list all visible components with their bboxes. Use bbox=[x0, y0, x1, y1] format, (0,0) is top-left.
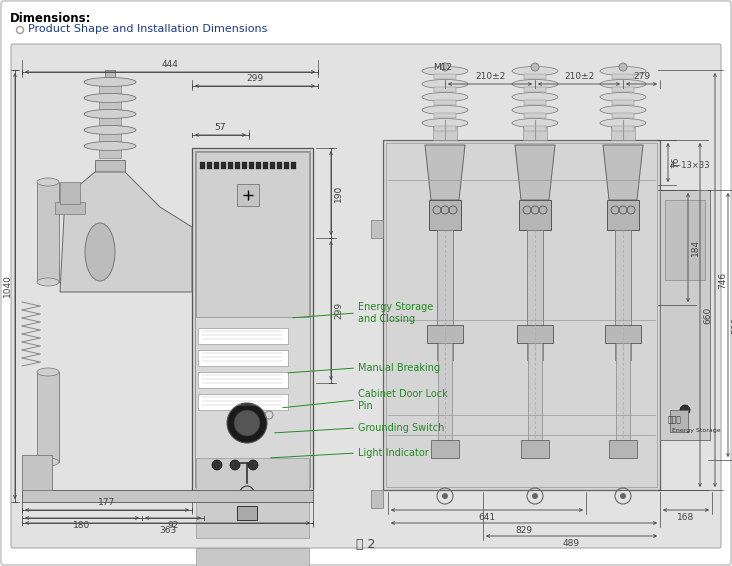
Bar bbox=[214, 162, 219, 169]
Bar bbox=[195, 151, 310, 487]
Bar bbox=[612, 100, 634, 105]
Text: Dimensions:: Dimensions: bbox=[10, 12, 92, 25]
Bar bbox=[665, 200, 705, 280]
Text: Light Indicator: Light Indicator bbox=[358, 448, 429, 458]
Text: Energy Storage: Energy Storage bbox=[672, 428, 720, 433]
Bar bbox=[438, 343, 452, 440]
Bar bbox=[192, 148, 313, 490]
Bar bbox=[37, 372, 59, 462]
Circle shape bbox=[442, 493, 448, 499]
Text: 660: 660 bbox=[703, 306, 712, 324]
Bar bbox=[256, 162, 261, 169]
Text: 4−13×33: 4−13×33 bbox=[670, 161, 711, 169]
Bar bbox=[524, 74, 546, 79]
Bar bbox=[198, 328, 288, 344]
Ellipse shape bbox=[84, 109, 136, 118]
Bar bbox=[196, 548, 309, 566]
Text: 图 2: 图 2 bbox=[356, 538, 376, 551]
Ellipse shape bbox=[37, 278, 59, 286]
Text: 76: 76 bbox=[671, 157, 680, 168]
Bar bbox=[263, 162, 268, 169]
Bar bbox=[437, 230, 453, 360]
Bar bbox=[434, 74, 456, 79]
Bar bbox=[221, 162, 226, 169]
Bar bbox=[249, 162, 254, 169]
Bar bbox=[612, 113, 634, 118]
Bar bbox=[527, 230, 543, 360]
Bar bbox=[616, 343, 630, 440]
Bar bbox=[105, 70, 115, 78]
Ellipse shape bbox=[512, 79, 558, 88]
Polygon shape bbox=[60, 172, 192, 292]
Bar bbox=[524, 126, 546, 131]
Bar bbox=[22, 455, 52, 490]
Bar bbox=[433, 120, 457, 140]
Ellipse shape bbox=[512, 66, 558, 75]
Bar bbox=[235, 162, 240, 169]
Text: 500: 500 bbox=[731, 316, 732, 333]
Polygon shape bbox=[603, 145, 643, 200]
Polygon shape bbox=[515, 145, 555, 200]
Circle shape bbox=[532, 493, 538, 499]
Text: 299: 299 bbox=[334, 302, 343, 319]
Bar bbox=[434, 100, 456, 105]
Bar bbox=[99, 102, 121, 110]
Bar bbox=[242, 162, 247, 169]
Bar bbox=[291, 162, 296, 169]
Circle shape bbox=[619, 63, 627, 71]
Bar bbox=[371, 490, 383, 508]
Bar bbox=[237, 506, 257, 520]
Bar bbox=[427, 325, 463, 343]
Bar bbox=[198, 372, 288, 388]
Ellipse shape bbox=[422, 118, 468, 127]
Text: Cabinet Door Lock
Pin: Cabinet Door Lock Pin bbox=[358, 389, 448, 411]
Bar bbox=[524, 100, 546, 105]
Ellipse shape bbox=[422, 105, 468, 114]
Bar bbox=[660, 190, 710, 440]
Bar bbox=[528, 343, 542, 440]
Bar bbox=[429, 200, 461, 230]
Text: 184: 184 bbox=[691, 239, 700, 256]
Text: Product Shape and Installation Dimensions: Product Shape and Installation Dimension… bbox=[28, 24, 267, 34]
Text: 190: 190 bbox=[334, 185, 343, 201]
Ellipse shape bbox=[600, 105, 646, 114]
Bar bbox=[612, 74, 634, 79]
Ellipse shape bbox=[84, 126, 136, 135]
Circle shape bbox=[620, 493, 626, 499]
Bar bbox=[277, 162, 282, 169]
Bar bbox=[434, 113, 456, 118]
Bar bbox=[612, 87, 634, 92]
Text: 641: 641 bbox=[479, 513, 496, 522]
Ellipse shape bbox=[422, 92, 468, 101]
Circle shape bbox=[248, 460, 258, 470]
Bar bbox=[228, 162, 233, 169]
Text: 168: 168 bbox=[677, 513, 695, 522]
Bar bbox=[99, 118, 121, 126]
Bar bbox=[517, 325, 553, 343]
Bar bbox=[431, 440, 459, 458]
Ellipse shape bbox=[512, 92, 558, 101]
Circle shape bbox=[227, 403, 267, 443]
Bar bbox=[37, 182, 59, 282]
Bar bbox=[524, 87, 546, 92]
FancyBboxPatch shape bbox=[11, 44, 721, 548]
Bar bbox=[95, 160, 125, 172]
Bar bbox=[524, 113, 546, 118]
Text: 210±2: 210±2 bbox=[564, 72, 594, 81]
Bar bbox=[607, 200, 639, 230]
Circle shape bbox=[441, 63, 449, 71]
Bar bbox=[611, 120, 635, 140]
Ellipse shape bbox=[84, 78, 136, 87]
Bar bbox=[198, 350, 288, 366]
Text: Energy Storage
and Closing: Energy Storage and Closing bbox=[358, 302, 433, 324]
Ellipse shape bbox=[600, 118, 646, 127]
Ellipse shape bbox=[512, 105, 558, 114]
Text: 180: 180 bbox=[73, 521, 91, 530]
Bar bbox=[198, 394, 288, 410]
Text: 363: 363 bbox=[159, 526, 176, 535]
Bar bbox=[55, 202, 85, 214]
Ellipse shape bbox=[600, 66, 646, 75]
Bar bbox=[386, 143, 657, 487]
Ellipse shape bbox=[37, 458, 59, 466]
